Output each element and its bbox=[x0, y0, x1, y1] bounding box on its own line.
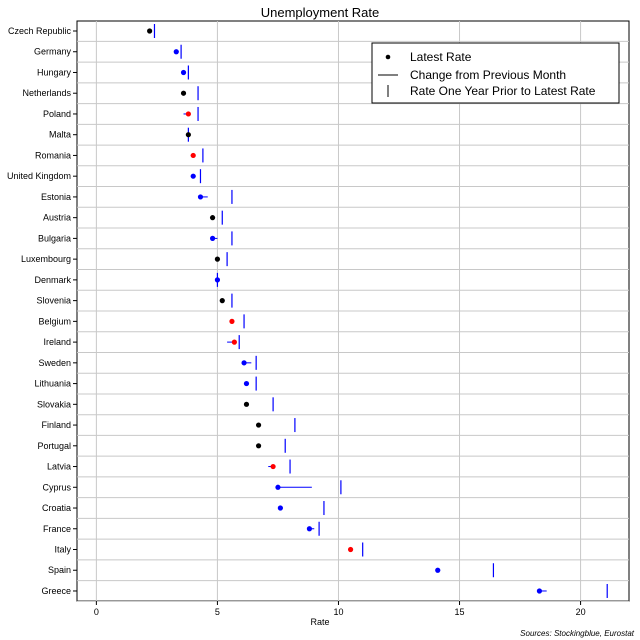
country-label: Sweden bbox=[38, 358, 71, 368]
latest-rate-dot bbox=[275, 484, 281, 490]
country-label: Belgium bbox=[38, 316, 71, 326]
latest-rate-dot bbox=[209, 215, 216, 221]
latest-rate-dot bbox=[214, 256, 221, 262]
x-tick-label: 0 bbox=[94, 607, 99, 617]
country-label: Poland bbox=[43, 109, 71, 119]
latest-rate-dot bbox=[306, 526, 313, 532]
country-label: Latvia bbox=[47, 462, 71, 472]
country-label: Estonia bbox=[41, 192, 71, 202]
x-tick-label: 10 bbox=[333, 607, 343, 617]
x-axis-ticks: 0 5 10 15 20 bbox=[73, 30, 586, 617]
country-label: Denmark bbox=[34, 275, 71, 285]
country-label: Cyprus bbox=[42, 482, 71, 492]
latest-rate-dot bbox=[214, 277, 221, 283]
country-label: Portugal bbox=[37, 441, 71, 451]
country-label: Spain bbox=[48, 565, 71, 575]
country-label: Hungary bbox=[37, 67, 72, 77]
latest-rate-dot bbox=[197, 194, 204, 200]
x-axis-title: Rate bbox=[310, 617, 329, 627]
country-label: Malta bbox=[49, 130, 71, 140]
latest-rate-dot bbox=[231, 339, 237, 345]
country-label: Greece bbox=[41, 586, 71, 596]
latest-rate-dot bbox=[243, 380, 250, 387]
country-label: Germany bbox=[34, 47, 72, 57]
latest-rate-dot bbox=[536, 588, 543, 594]
x-tick-label: 15 bbox=[455, 607, 465, 617]
country-label: Czech Republic bbox=[8, 26, 72, 36]
latest-rate-dot bbox=[185, 132, 191, 138]
x-tick-label: 5 bbox=[215, 607, 220, 617]
country-label: Bulgaria bbox=[38, 233, 71, 243]
legend-box bbox=[371, 42, 620, 104]
legend-latest-label: Latest Rate bbox=[410, 50, 472, 64]
latest-rate-dot bbox=[190, 173, 196, 179]
latest-rate-dot bbox=[347, 546, 354, 553]
legend-dot-marker bbox=[385, 54, 391, 60]
latest-rate-dot bbox=[243, 401, 250, 407]
latest-rate-dot bbox=[185, 111, 191, 117]
country-label: Luxembourg bbox=[21, 254, 71, 264]
legend-prior-label: Rate One Year Prior to Latest Rate bbox=[410, 84, 596, 98]
country-label: Slovakia bbox=[37, 399, 71, 409]
latest-rate-dot bbox=[435, 567, 441, 573]
source-note: Sources: Stockingblue, Eurostat bbox=[520, 629, 635, 638]
latest-rate-dot bbox=[180, 90, 187, 96]
country-label: Finland bbox=[41, 420, 71, 430]
legend-change-label: Change from Previous Month bbox=[410, 68, 566, 82]
latest-rate-dot bbox=[209, 235, 216, 241]
latest-rate-dot bbox=[255, 443, 262, 449]
legend: Latest Rate Change from Previous Month R… bbox=[371, 42, 620, 104]
country-label: Italy bbox=[54, 545, 71, 555]
country-label: Slovenia bbox=[36, 296, 71, 306]
x-tick-label: 20 bbox=[576, 607, 586, 617]
latest-rate-dot bbox=[229, 318, 235, 324]
latest-rate-dot bbox=[147, 28, 153, 34]
country-label: Ireland bbox=[43, 337, 71, 347]
country-label: Austria bbox=[43, 213, 71, 223]
country-label: Lithuania bbox=[34, 379, 71, 389]
latest-rate-dot bbox=[219, 298, 225, 304]
country-label: Croatia bbox=[42, 503, 71, 513]
latest-rate-dot bbox=[277, 505, 283, 511]
chart-title: Unemployment Rate bbox=[261, 5, 380, 20]
latest-rate-dot bbox=[180, 69, 187, 76]
y-axis-categories: Czech Republic Germany Hungary Netherlands P… bbox=[7, 26, 72, 596]
latest-rate-dot bbox=[190, 152, 196, 159]
data-marks bbox=[147, 24, 608, 598]
country-label: United Kingdom bbox=[7, 171, 71, 181]
latest-rate-dot bbox=[270, 463, 276, 470]
latest-rate-dot bbox=[255, 422, 262, 428]
latest-rate-dot bbox=[241, 360, 247, 366]
latest-rate-dot bbox=[173, 49, 179, 55]
country-label: Netherlands bbox=[22, 88, 71, 98]
country-label: Romania bbox=[35, 150, 71, 160]
country-label: France bbox=[43, 524, 71, 534]
